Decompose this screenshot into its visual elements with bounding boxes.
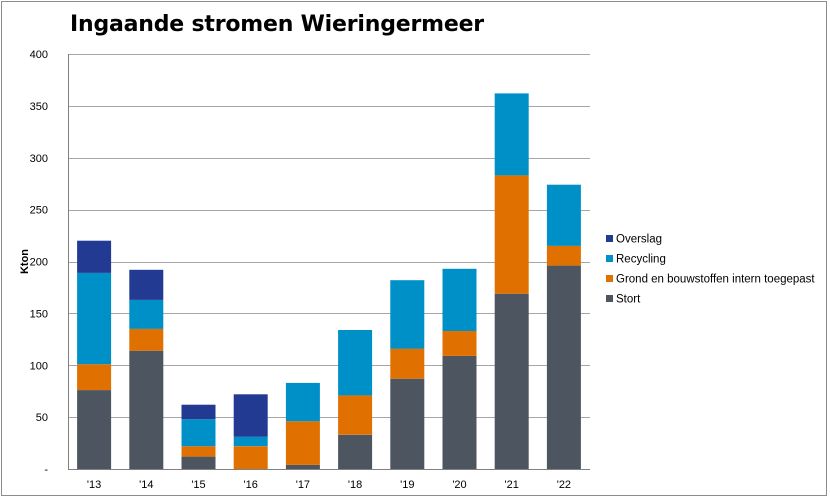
bar-segment-recycling	[181, 419, 216, 447]
y-tick-label: 150	[30, 308, 48, 320]
bar-segment-stort	[390, 378, 425, 469]
x-tick-label: '21	[505, 479, 519, 491]
bar-segment-overslag	[77, 240, 112, 273]
bar-segment-grond-en-bouwstoffen-intern-toegepast	[129, 328, 164, 351]
x-tick-label: '17	[296, 479, 310, 491]
y-tick-label: 400	[30, 49, 48, 61]
bar-segment-stort	[338, 434, 373, 469]
bar-segment-grond-en-bouwstoffen-intern-toegepast	[390, 348, 425, 379]
bar-segment-recycling	[233, 436, 268, 447]
bar-segment-stort	[442, 355, 477, 469]
bar-segment-overslag	[233, 394, 268, 437]
legend-swatch	[606, 295, 613, 302]
bar-segment-overslag	[129, 269, 164, 300]
y-tick-label: 50	[36, 412, 48, 424]
x-tick-label: '16	[244, 479, 258, 491]
y-axis-ticks: - 50 100 150 200 250 300 350 400	[30, 49, 49, 476]
x-tick-label: '18	[348, 479, 362, 491]
bar-segment-stort	[494, 293, 529, 469]
bar-segment-grond-en-bouwstoffen-intern-toegepast	[442, 331, 477, 356]
bar-segment-stort	[285, 464, 320, 469]
x-tick-label: '19	[400, 479, 414, 491]
bar-segment-overslag	[181, 404, 216, 420]
y-tick-label: 250	[30, 205, 48, 217]
bar-segment-grond-en-bouwstoffen-intern-toegepast	[285, 421, 320, 465]
y-tick-label: 200	[30, 257, 48, 269]
bar-segment-grond-en-bouwstoffen-intern-toegepast	[181, 446, 216, 457]
legend-label: Grond en bouwstoffen intern toegepast	[616, 274, 815, 286]
bar-segment-stort	[129, 350, 164, 469]
bar-segment-recycling	[129, 299, 164, 329]
bar-segment-stort	[546, 265, 581, 469]
bar-segment-grond-en-bouwstoffen-intern-toegepast	[494, 175, 529, 294]
y-tick-label: 300	[30, 153, 48, 165]
y-tick-label: 100	[30, 360, 48, 372]
bar-segment-recycling	[338, 330, 373, 396]
legend-label: Recycling	[616, 254, 666, 266]
bar-segment-recycling	[77, 272, 112, 365]
y-tick-label: 350	[30, 101, 48, 113]
y-tick-label: -	[44, 464, 48, 476]
bar-segment-recycling	[442, 268, 477, 331]
bar-segment-grond-en-bouwstoffen-intern-toegepast	[233, 446, 268, 469]
x-tick-label: '20	[452, 479, 466, 491]
bar-segment-recycling	[390, 280, 425, 349]
x-tick-label: '15	[191, 479, 205, 491]
x-axis-ticks: '13 '14 '15 '16 '17 '18 '19 '20 '21 '22	[87, 479, 571, 491]
legend-swatch	[606, 255, 613, 262]
chart-title: Ingaande stromen Wieringermeer	[70, 12, 484, 37]
bar-segment-recycling	[285, 382, 320, 422]
bar-segment-recycling	[546, 184, 581, 246]
axes	[68, 54, 590, 470]
legend-label: Overslag	[616, 234, 662, 246]
legend-swatch	[606, 235, 613, 242]
bars	[77, 93, 581, 469]
bar-segment-grond-en-bouwstoffen-intern-toegepast	[546, 245, 581, 266]
x-tick-label: '22	[557, 479, 571, 491]
x-tick-label: '13	[87, 479, 101, 491]
x-tick-label: '14	[139, 479, 153, 491]
bar-segment-stort	[77, 390, 112, 469]
legend: Overslag Recycling Grond en bouwstoffen in…	[606, 234, 815, 306]
bar-segment-grond-en-bouwstoffen-intern-toegepast	[77, 364, 112, 391]
bar-segment-recycling	[494, 93, 529, 176]
y-axis-label: Kton	[19, 249, 31, 274]
legend-swatch	[606, 275, 613, 282]
bar-segment-grond-en-bouwstoffen-intern-toegepast	[338, 395, 373, 435]
bar-segment-stort	[181, 456, 216, 469]
legend-label: Stort	[616, 294, 641, 306]
